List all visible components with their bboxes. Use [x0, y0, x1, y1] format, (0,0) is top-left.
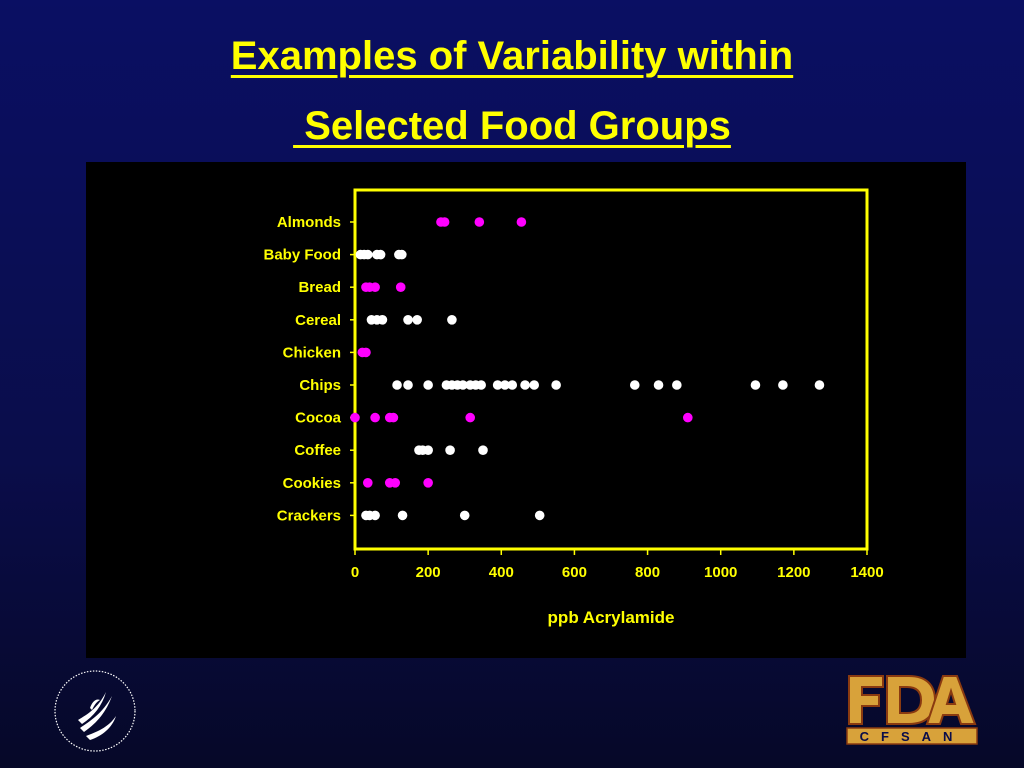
- data-point: [377, 315, 388, 325]
- data-point: [412, 315, 422, 325]
- data-point: [445, 445, 455, 456]
- fda-logo-subtext: CFSAN: [860, 729, 965, 744]
- x-tick-label: 600: [562, 564, 587, 581]
- x-tick-label: 1400: [850, 564, 883, 581]
- data-point: [370, 282, 380, 292]
- plot-frame: [353, 188, 869, 551]
- data-point: [423, 478, 433, 488]
- data-point: [403, 380, 413, 390]
- slide-title-line1: Examples of Variability within: [230, 34, 794, 78]
- data-point: [500, 380, 510, 390]
- x-tick-label: 0: [351, 564, 359, 581]
- data-point: [672, 380, 682, 390]
- y-tick-label: Almonds: [277, 214, 341, 231]
- data-point: [395, 282, 406, 292]
- chart-panel: Almonds Baby Food Bread Cereal Chicken Chips C…: [86, 162, 966, 658]
- data-point: [653, 380, 664, 390]
- data-point: [529, 380, 539, 390]
- data-point: [350, 412, 360, 423]
- data-point: [683, 412, 693, 423]
- x-tick-label: 1000: [704, 564, 737, 581]
- y-tick-label: Crackers: [277, 507, 341, 524]
- data-point: [465, 412, 476, 423]
- data-point: [629, 380, 640, 390]
- data-point: [439, 217, 450, 227]
- data-point: [375, 249, 386, 260]
- scatter-chart: Almonds Baby Food Bread Cereal Chicken Chips C…: [264, 188, 884, 627]
- data-point: [392, 380, 402, 390]
- y-tick-label: Cocoa: [295, 410, 342, 427]
- x-axis-label: ppb Acrylamide: [548, 608, 675, 627]
- data-point: [447, 315, 457, 325]
- y-tick-label: Bread: [298, 279, 341, 296]
- y-tick-label: Cookies: [283, 475, 341, 492]
- data-point: [370, 510, 380, 521]
- y-tick-label: Cereal: [295, 312, 341, 329]
- data-point: [363, 478, 373, 488]
- data-point: [551, 380, 561, 390]
- data-point: [361, 347, 371, 358]
- y-tick-label: Chips: [299, 377, 341, 394]
- data-point: [458, 380, 468, 390]
- data-point: [423, 445, 433, 456]
- data-point: [423, 380, 433, 390]
- data-point: [778, 380, 788, 390]
- data-point: [814, 380, 825, 390]
- data-point: [507, 380, 518, 390]
- data-point: [397, 249, 407, 260]
- fda-cfsan-logo-icon: CFSAN: [846, 675, 978, 745]
- data-point: [478, 445, 488, 456]
- data-point: [370, 412, 380, 423]
- data-point: [476, 380, 486, 390]
- data-point: [516, 217, 527, 227]
- x-tick-label: 400: [489, 564, 514, 581]
- data-point: [403, 315, 413, 325]
- data-point: [520, 380, 530, 390]
- hhs-seal-icon: [54, 670, 136, 752]
- data-point: [459, 510, 470, 521]
- slide-title-line2: Selected Food Groups: [293, 104, 731, 148]
- data-point: [397, 510, 408, 521]
- y-tick-label: Baby Food: [264, 247, 342, 264]
- y-tick-label: Coffee: [294, 442, 341, 459]
- x-tick-label: 200: [416, 564, 441, 581]
- y-tick-label: Chicken: [283, 344, 341, 361]
- data-point: [390, 478, 401, 488]
- x-tick-label: 800: [635, 564, 660, 581]
- data-point: [363, 249, 373, 260]
- data-point: [474, 217, 485, 227]
- data-point: [388, 412, 399, 423]
- x-tick-label: 1200: [777, 564, 810, 581]
- data-point: [492, 380, 503, 390]
- data-point: [750, 380, 761, 390]
- data-point: [534, 510, 545, 521]
